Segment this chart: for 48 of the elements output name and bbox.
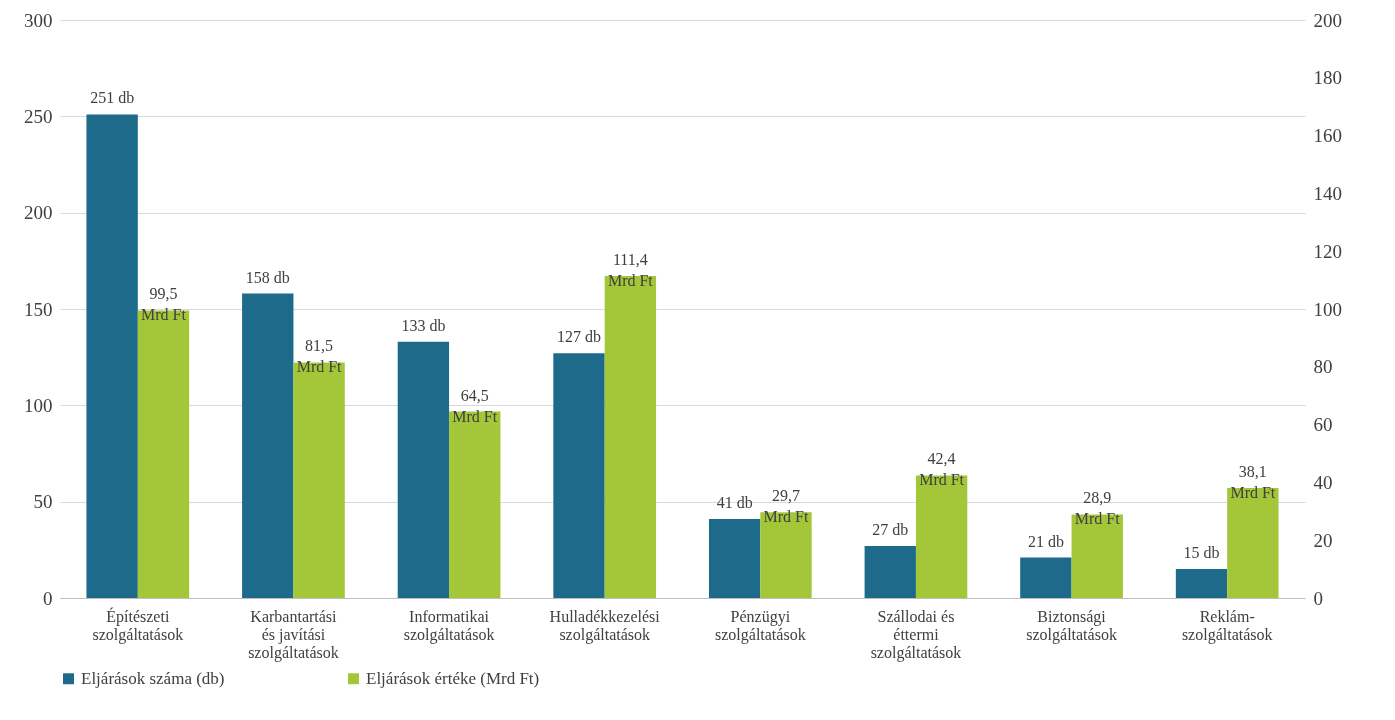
y2-tick-label: 100 (1313, 298, 1342, 320)
legend-label: Eljárások száma (db) (81, 668, 225, 688)
data-label: 29,7 Mrd Ft (763, 487, 809, 526)
y-tick-label: 150 (24, 298, 53, 320)
data-label: 133 db (401, 316, 446, 334)
y2-tick-label: 180 (1313, 67, 1342, 89)
data-label: 251 db (90, 89, 135, 107)
x-tick-label: Informatikai szolgáltatások (403, 607, 495, 644)
x-tick-label: Biztonsági szolgáltatások (1026, 607, 1117, 644)
data-label: 27 db (872, 520, 909, 538)
x-tick-label: Szállodai és éttermi szolgáltatások (870, 607, 962, 662)
bar (915, 475, 968, 598)
y2-tick-label: 0 (1313, 587, 1323, 609)
data-label: 127 db (557, 328, 602, 346)
y2-tick-label: 60 (1313, 414, 1333, 436)
data-label: 15 db (1183, 544, 1220, 562)
bar (1175, 569, 1228, 598)
data-label: 42,4 Mrd Ft (919, 450, 965, 489)
x-tick-label: Építészeti szolgáltatások (92, 606, 184, 644)
data-label: 81,5 Mrd Ft (296, 337, 343, 376)
data-label: 158 db (245, 268, 290, 286)
data-label: 111,4 Mrd Ft (607, 251, 654, 290)
data-label: 64,5 Mrd Ft (452, 386, 498, 425)
y2-tick-label: 160 (1313, 125, 1342, 147)
x-tick-label: Hulladékkezelési szolgáltatások (549, 607, 661, 644)
x-tick-label: Reklám-szolgáltatások (1181, 607, 1273, 644)
y-tick-label: 100 (24, 394, 53, 416)
data-label: 28,9 Mrd Ft (1074, 489, 1121, 528)
bar (1071, 514, 1123, 598)
y-tick-label: 0 (43, 587, 53, 609)
bar (1227, 487, 1279, 598)
y-tick-label: 50 (33, 491, 53, 513)
y2-tick-label: 200 (1313, 9, 1342, 31)
data-label: 21 db (1027, 532, 1064, 550)
data-label: 41 db (716, 494, 753, 512)
y-tick-label: 300 (24, 9, 53, 31)
data-label: 99,5 Mrd Ft (141, 285, 187, 324)
y2-tick-label: 40 (1313, 471, 1333, 493)
y2-tick-label: 20 (1313, 529, 1333, 551)
x-tick-label: Pénzügyi szolgáltatások (714, 607, 806, 644)
y2-tick-label: 80 (1313, 356, 1333, 378)
legend-label: Eljárások értéke (Mrd Ft) (366, 668, 540, 688)
y-tick-label: 200 (24, 202, 53, 224)
y-tick-label: 250 (24, 105, 53, 127)
y2-tick-label: 120 (1313, 240, 1342, 262)
x-tick-label: Karbantartási és javítási szolgáltatások (248, 607, 339, 662)
data-label: 38,1 Mrd Ft (1230, 462, 1276, 501)
y2-tick-label: 140 (1313, 182, 1342, 204)
